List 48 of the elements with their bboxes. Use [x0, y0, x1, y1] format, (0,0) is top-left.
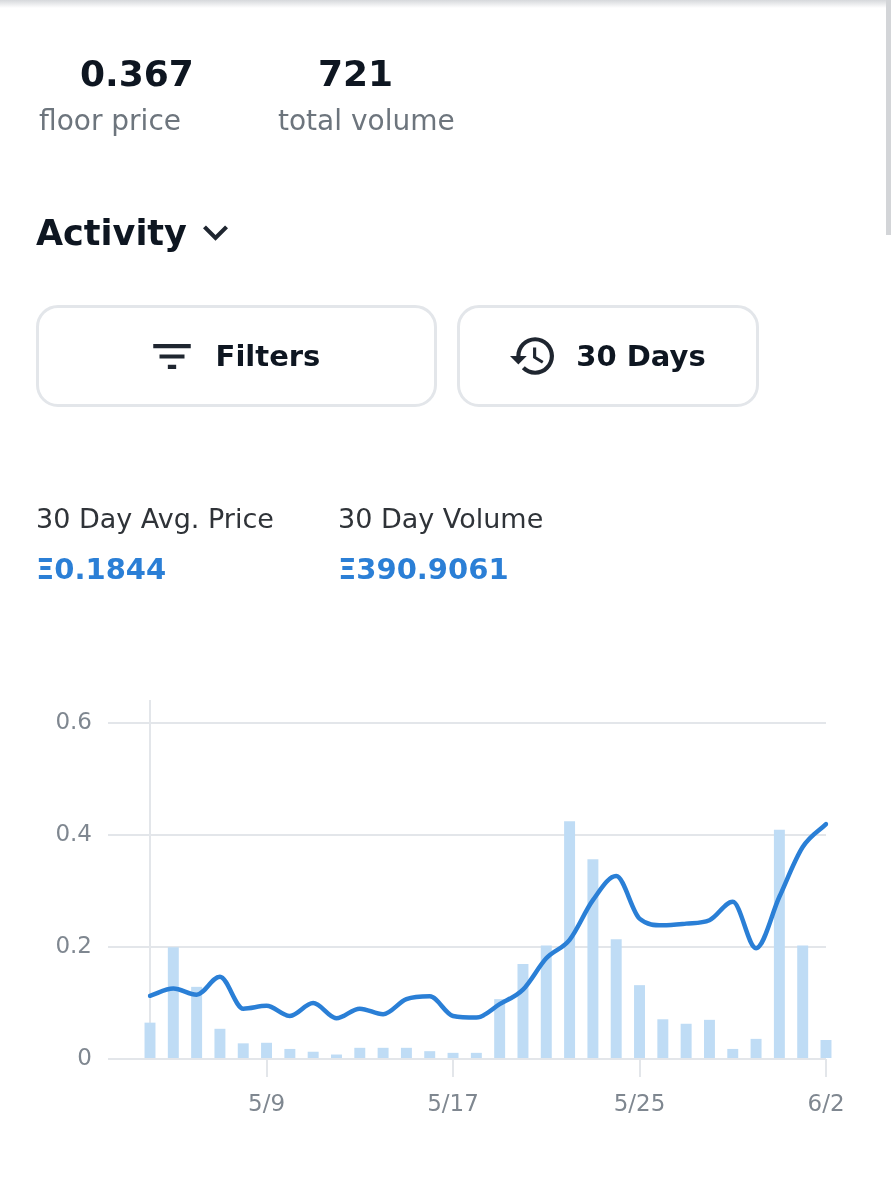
- bar: [610, 939, 622, 1058]
- bar: [447, 1052, 459, 1058]
- bar: [727, 1048, 739, 1058]
- text: Ξ390.9061: [338, 552, 509, 587]
- bar: [167, 947, 179, 1058]
- text: 721: [318, 52, 394, 96]
- bar: [703, 1019, 715, 1058]
- bar: [470, 1052, 482, 1058]
- bar: [400, 1047, 412, 1058]
- bar: [214, 1028, 226, 1058]
- text: Ξ0.1844: [36, 552, 167, 587]
- y-tick-label: 0.2: [55, 932, 92, 959]
- bar: [634, 985, 645, 1058]
- bar: [657, 1019, 669, 1058]
- bar: [494, 999, 506, 1058]
- bar: [587, 859, 599, 1058]
- bar: [191, 986, 203, 1058]
- text: 0.367: [80, 52, 194, 96]
- text: Activity: [36, 212, 187, 254]
- x-tick-label: 6/2: [807, 1089, 845, 1116]
- x-tick-label: 5/25: [613, 1089, 666, 1116]
- y-tick-label: 0.4: [55, 820, 92, 847]
- bar: [820, 1039, 832, 1058]
- bar: [354, 1047, 366, 1058]
- bar: [773, 829, 785, 1058]
- y-tick-label: 0: [77, 1043, 92, 1070]
- text: 30 Day Avg. Price: [36, 503, 274, 536]
- bar: [564, 821, 576, 1058]
- bar: [424, 1051, 436, 1058]
- text: floor price: [39, 104, 181, 138]
- text: 30 Day Volume: [338, 503, 544, 536]
- bar: [261, 1042, 273, 1058]
- filter-button[interactable]: Filters: [36, 305, 437, 407]
- bar: [377, 1047, 389, 1058]
- text: total volume: [278, 104, 455, 138]
- bar: [680, 1023, 692, 1058]
- bar: [797, 945, 809, 1058]
- y-tick-label: 0.6: [55, 708, 92, 735]
- bar: [307, 1051, 319, 1058]
- bar: [237, 1043, 249, 1058]
- x-tick-label: 5/17: [427, 1089, 479, 1116]
- bar: [517, 963, 529, 1058]
- bar: [750, 1038, 762, 1058]
- bar: [144, 1022, 156, 1058]
- period-button[interactable]: 30 Days: [457, 305, 759, 407]
- bar: [284, 1048, 296, 1058]
- bar: [540, 945, 552, 1058]
- x-tick-label: 5/9: [248, 1089, 286, 1116]
